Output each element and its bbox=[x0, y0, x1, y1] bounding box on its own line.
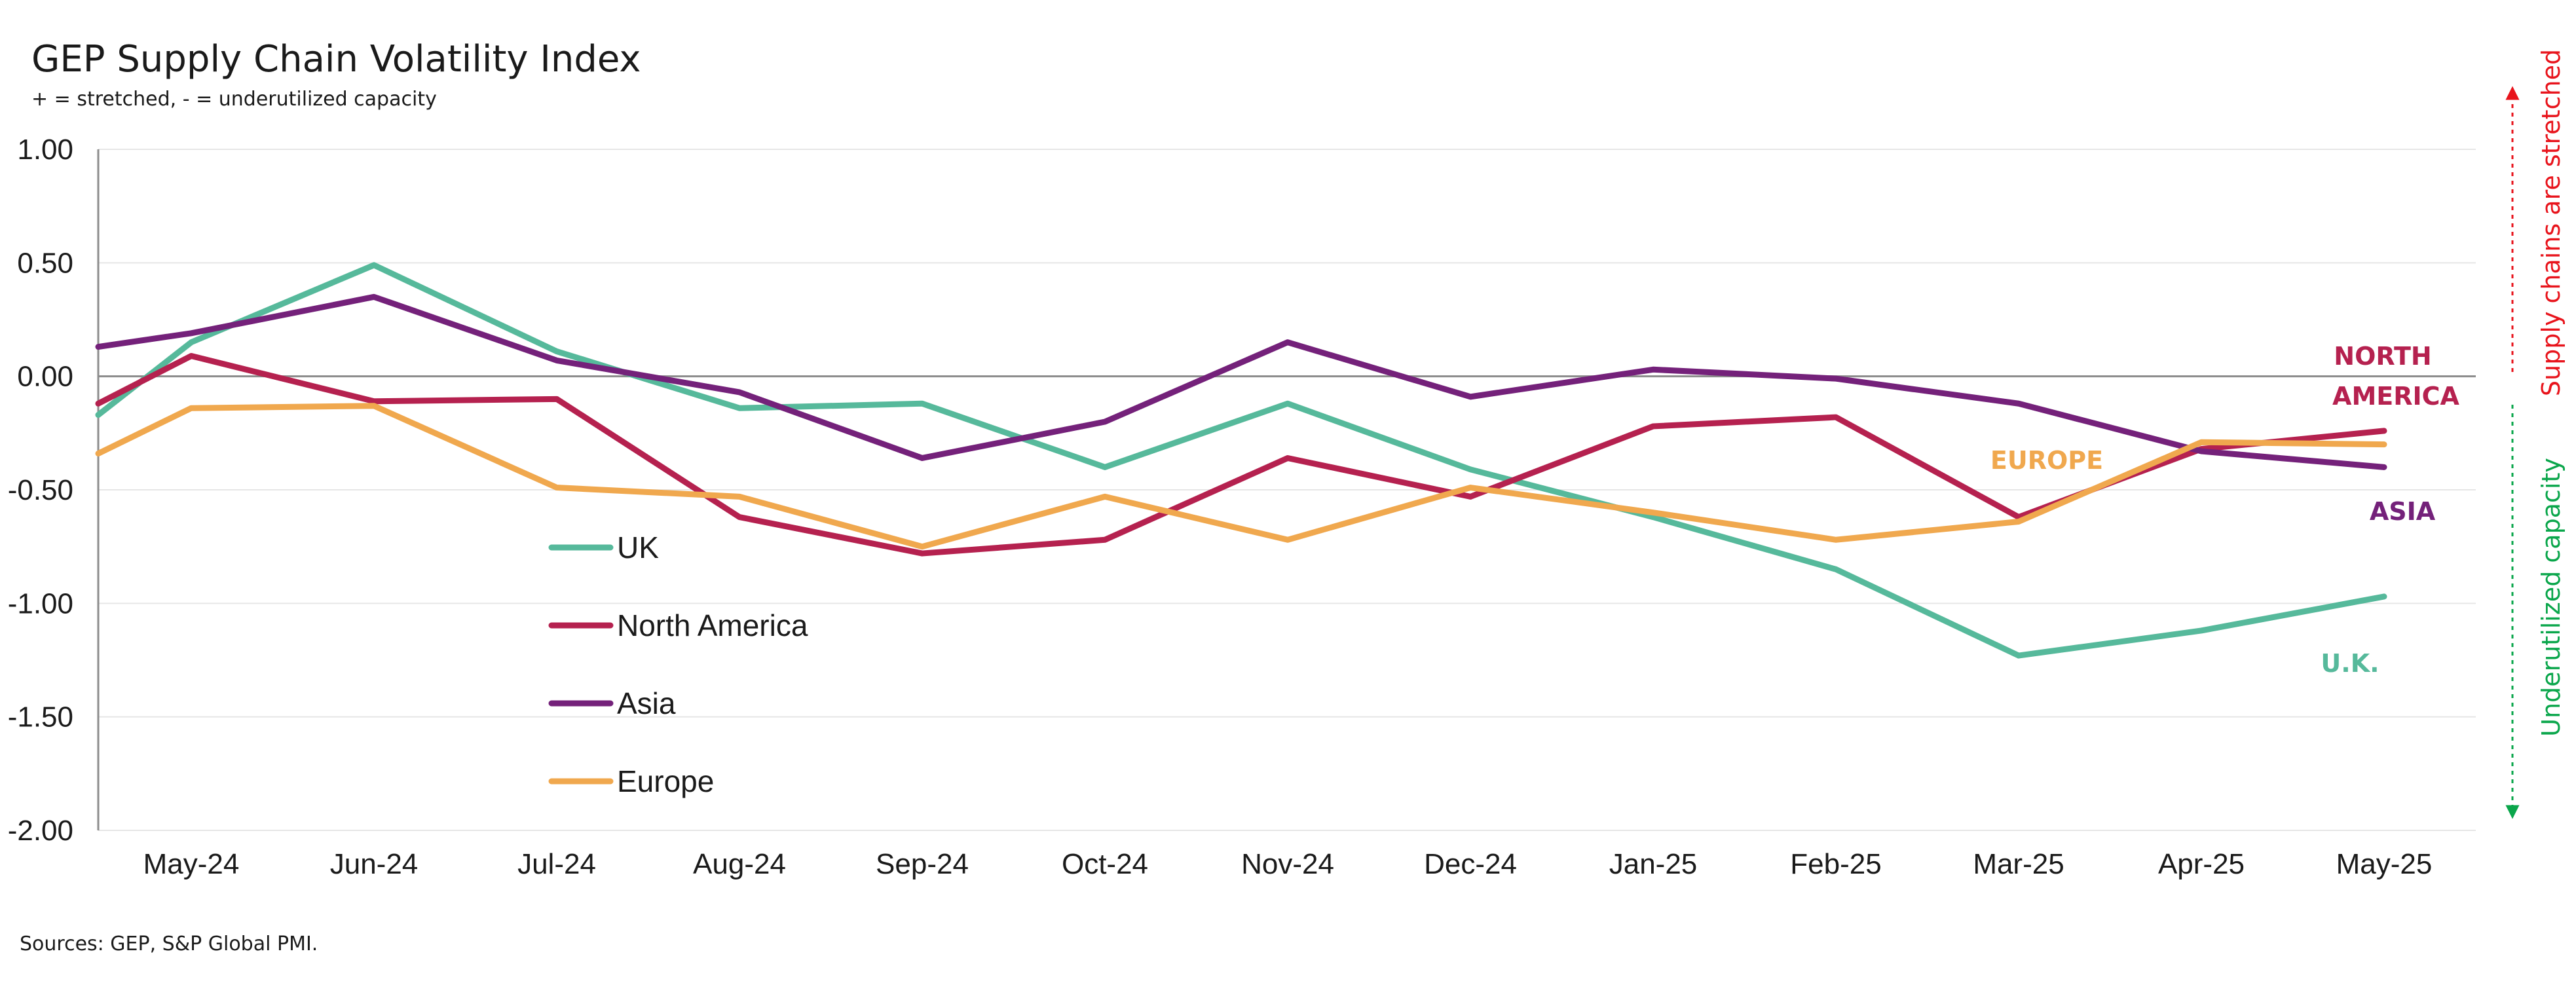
side-annotations: Supply chains are stretched Underutilize… bbox=[2505, 49, 2566, 819]
x-tick-label: May-25 bbox=[2336, 848, 2433, 880]
x-tick-label: Feb-25 bbox=[1790, 848, 1881, 880]
legend-label: Asia bbox=[617, 686, 676, 720]
series-line-europe bbox=[95, 403, 2387, 550]
source-note: Sources: GEP, S&P Global PMI. bbox=[20, 933, 318, 955]
x-tick-label: Dec-24 bbox=[1424, 848, 1517, 880]
end-label: ASIA bbox=[2370, 497, 2436, 526]
legend-label: Europe bbox=[617, 764, 714, 798]
x-tick-label: May-24 bbox=[143, 848, 240, 880]
x-tick-label: Aug-24 bbox=[693, 848, 786, 880]
y-tick-label: 1.00 bbox=[17, 134, 73, 166]
chart-subtitle: + = stretched, - = underutilized capacit… bbox=[31, 88, 437, 111]
gridlines bbox=[97, 149, 2476, 831]
series-line-uk bbox=[95, 262, 2387, 659]
chart-title: GEP Supply Chain Volatility Index bbox=[31, 38, 641, 81]
underutilized-label: Underutilized capacity bbox=[2537, 458, 2566, 737]
stretched-label: Supply chains are stretched bbox=[2537, 49, 2566, 396]
y-tick-label: -1.50 bbox=[8, 701, 73, 733]
legend: UK North America Asia Europe bbox=[548, 530, 808, 798]
legend-label: UK bbox=[617, 530, 659, 565]
y-tick-label: 0.50 bbox=[17, 247, 73, 279]
x-tick-label: Mar-25 bbox=[1973, 848, 2064, 880]
series-lines bbox=[95, 262, 2387, 659]
y-tick-label: -0.50 bbox=[8, 474, 73, 506]
x-tick-label: Sep-24 bbox=[876, 848, 969, 880]
y-tick-label: -2.00 bbox=[8, 815, 73, 847]
x-tick-label: Jul-24 bbox=[517, 848, 596, 880]
x-tick-label: Apr-25 bbox=[2158, 848, 2245, 880]
x-tick-label: Jan-25 bbox=[1609, 848, 1698, 880]
series-line-north-america bbox=[95, 352, 2387, 557]
x-tick-label: Nov-24 bbox=[1241, 848, 1334, 880]
y-tick-label: 0.00 bbox=[17, 361, 73, 393]
legend-label: North America bbox=[617, 608, 808, 642]
end-label: EUROPE bbox=[1990, 446, 2103, 475]
end-label: NORTH bbox=[2334, 342, 2431, 371]
end-label: U.K. bbox=[2321, 649, 2379, 678]
end-label: AMERICA bbox=[2332, 382, 2459, 411]
end-labels: NORTH AMERICA EUROPE ASIA U.K. bbox=[1990, 342, 2460, 678]
x-axis-ticks: May-24 Jun-24 Jul-24 Aug-24 Sep-24 Oct-24 Nov-… bbox=[143, 848, 2433, 880]
series-line-asia bbox=[95, 293, 2387, 470]
x-tick-label: Jun-24 bbox=[330, 848, 419, 880]
x-tick-label: Oct-24 bbox=[1062, 848, 1148, 880]
y-axis-ticks: 1.00 0.50 0.00 -0.50 -1.00 -1.50 -2.00 bbox=[8, 134, 73, 847]
y-tick-label: -1.00 bbox=[8, 587, 73, 620]
